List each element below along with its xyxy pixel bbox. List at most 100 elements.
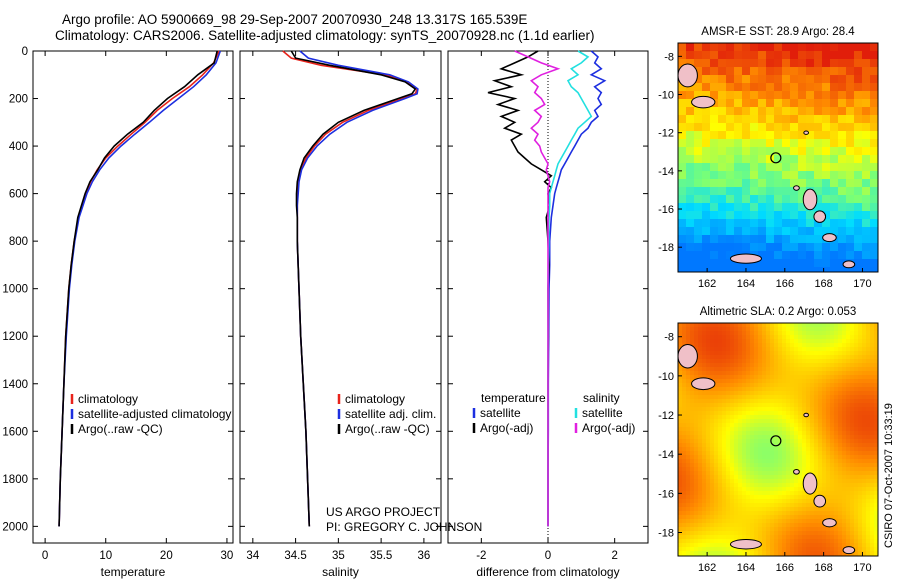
sst_map-heatmap-cell	[694, 59, 703, 68]
sla_map-heatmap-cell	[746, 443, 751, 448]
sla_map-heatmap-cell	[766, 535, 771, 540]
sla_map-heatmap-cell	[866, 383, 871, 388]
sla_map-heatmap-cell	[730, 499, 735, 504]
sla_map-heatmap-cell	[842, 459, 847, 464]
sst_map-heatmap-cell	[702, 259, 711, 268]
sla_map-heatmap-cell	[854, 411, 859, 416]
sst_map-heatmap-cell	[750, 219, 759, 228]
sla_map-heatmap-cell	[706, 435, 711, 440]
sla_map-heatmap-cell	[778, 463, 783, 468]
sla_map-heatmap-cell	[866, 455, 871, 460]
sla_map-heatmap-cell	[702, 459, 707, 464]
sla_map-heatmap-cell	[690, 523, 695, 528]
sst_map-heatmap-cell	[782, 235, 791, 244]
sla_map-heatmap-cell	[810, 455, 815, 460]
sst_map-heatmap-cell	[718, 219, 727, 228]
sst_map-heatmap-cell	[702, 163, 711, 172]
sla_map-heatmap-cell	[862, 459, 867, 464]
sla_map-heatmap-cell	[806, 391, 811, 396]
sla_map-heatmap-cell	[870, 527, 875, 532]
sla_map-heatmap-cell	[766, 415, 771, 420]
sla_map-heatmap-cell	[802, 351, 807, 356]
sla_map-heatmap-cell	[698, 459, 703, 464]
sst_map-heatmap-cell	[678, 259, 687, 268]
sla_map-heatmap-cell	[790, 343, 795, 348]
sla_map-heatmap-cell	[874, 551, 878, 556]
sla_map-heatmap-cell	[866, 507, 871, 512]
sla_map-heatmap-cell	[714, 403, 719, 408]
sla_map-heatmap-cell	[722, 447, 727, 452]
sla_map-heatmap-cell	[794, 451, 799, 456]
sla_map-heatmap-cell	[714, 499, 719, 504]
sla_map-heatmap-cell	[778, 511, 783, 516]
sst_map-heatmap-cell	[806, 131, 815, 140]
sla_map-heatmap-cell	[706, 403, 711, 408]
sst_map-heatmap-cell	[686, 211, 695, 220]
sla_map-heatmap-cell	[738, 411, 743, 416]
sst_map-heatmap-cell	[734, 187, 743, 196]
sla_map-heatmap-cell	[790, 519, 795, 524]
sla_map-heatmap-cell	[738, 363, 743, 368]
sla_map-heatmap-cell	[758, 387, 763, 392]
sla_map-heatmap-cell	[686, 331, 691, 336]
sla_map-heatmap-cell	[710, 507, 715, 512]
sst_map-heatmap-cell	[694, 107, 703, 116]
sla_map-heatmap-cell	[862, 371, 867, 376]
sla_map-heatmap-cell	[682, 435, 687, 440]
sla_map-heatmap-cell	[826, 335, 831, 340]
sla_map-heatmap-cell	[818, 395, 823, 400]
sst_map-heatmap-cell	[846, 195, 855, 204]
sla_map-heatmap-cell	[710, 387, 715, 392]
sla_map-heatmap-cell	[686, 411, 691, 416]
sla_map-heatmap-cell	[690, 455, 695, 460]
sla_map-heatmap-cell	[742, 403, 747, 408]
sla_map-heatmap-cell	[830, 503, 835, 508]
sla_map-heatmap-cell	[794, 427, 799, 432]
sla_map-heatmap-cell	[682, 375, 687, 380]
sla_map-heatmap-cell	[830, 435, 835, 440]
sla_map-heatmap-cell	[678, 475, 683, 480]
sla_map-heatmap-cell	[758, 515, 763, 520]
sla_map-heatmap-cell	[850, 459, 855, 464]
figure-title-line1: Argo profile: AO 5900669_98 29-Sep-2007 …	[62, 12, 528, 27]
sla_map-heatmap-cell	[834, 479, 839, 484]
sla_map-heatmap-cell	[730, 399, 735, 404]
sla_map-ytick-label: -8	[664, 332, 674, 344]
sla_map-heatmap-cell	[794, 515, 799, 520]
sla_map-heatmap-cell	[850, 479, 855, 484]
sla_map-heatmap-cell	[734, 339, 739, 344]
sla_map-heatmap-cell	[858, 451, 863, 456]
sla_map-heatmap-cell	[754, 403, 759, 408]
sla_map-heatmap-cell	[758, 455, 763, 460]
sst_map-heatmap-cell	[678, 179, 687, 188]
sst_map-heatmap-cell	[726, 67, 735, 76]
sla_map-heatmap-cell	[702, 431, 707, 436]
sla_map-heatmap-cell	[706, 327, 711, 332]
sla_map-heatmap-cell	[726, 503, 731, 508]
sla_map-heatmap-cell	[750, 383, 755, 388]
sla_map-heatmap-cell	[750, 459, 755, 464]
sla_map-heatmap-cell	[834, 427, 839, 432]
sla_map-heatmap-cell	[846, 471, 851, 476]
sla_map-heatmap-cell	[834, 363, 839, 368]
sla_map-heatmap-cell	[766, 455, 771, 460]
sla_map-heatmap-cell	[866, 391, 871, 396]
sla_map-heatmap-cell	[862, 471, 867, 476]
sst_map-heatmap-cell	[830, 243, 839, 252]
sla_map-heatmap-cell	[866, 411, 871, 416]
sst_map-heatmap-cell	[870, 147, 878, 156]
sla_map-heatmap-cell	[786, 447, 791, 452]
sla_map-heatmap-cell	[726, 547, 731, 552]
sla_map-heatmap-cell	[694, 539, 699, 544]
sla_map-heatmap-cell	[778, 451, 783, 456]
sst_map-heatmap-cell	[686, 171, 695, 180]
sst_map-heatmap-cell	[798, 67, 807, 76]
sla_map-heatmap-cell	[750, 343, 755, 348]
sla_map-heatmap-cell	[822, 455, 827, 460]
sst_map-heatmap-cell	[766, 115, 775, 124]
sla_map-heatmap-cell	[754, 383, 759, 388]
sst_map-heatmap-cell	[830, 67, 839, 76]
sst_map-heatmap-cell	[830, 91, 839, 100]
sst_map-heatmap-cell	[846, 83, 855, 92]
sla_map-heatmap-cell	[778, 431, 783, 436]
